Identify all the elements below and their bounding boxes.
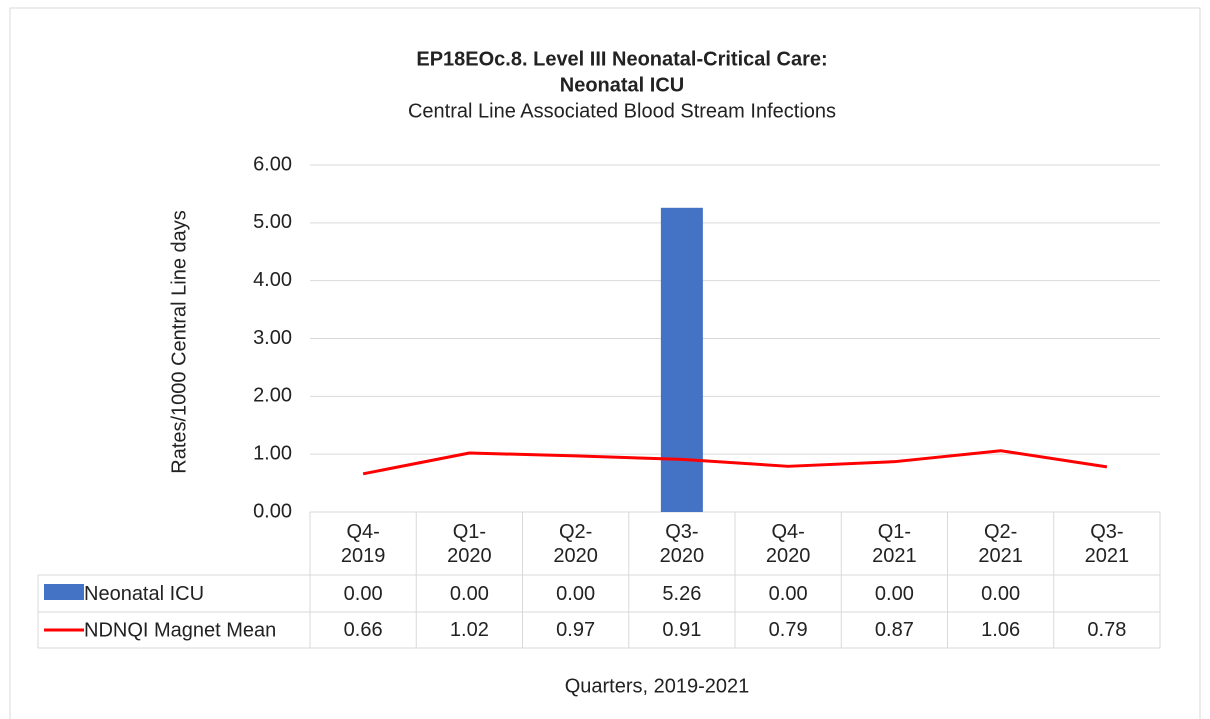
x-tick-label: Q1- 2021 <box>872 521 917 567</box>
y-tick-label: 4.00 <box>253 269 292 291</box>
x-tick-label: Q3- 2021 <box>1084 521 1130 567</box>
table-value: 0.00 <box>556 582 596 605</box>
chart-title: Neonatal ICU <box>560 74 684 96</box>
chart-subtitle: Central Line Associated Blood Stream Inf… <box>408 100 836 122</box>
x-tick-label: Q2- 2021 <box>978 521 1023 567</box>
table-value: 0.66 <box>343 619 383 641</box>
legend-label: Neonatal ICU <box>84 583 204 605</box>
table-value: 1.02 <box>449 619 489 641</box>
legend-swatch <box>44 584 84 600</box>
y-tick-label: 6.00 <box>253 153 292 175</box>
table-value: 0.79 <box>768 619 808 641</box>
chart-frame <box>9 7 1201 719</box>
table-value: 1.06 <box>981 619 1021 641</box>
table-value: 0.91 <box>662 619 702 641</box>
y-tick-label: 5.00 <box>253 211 292 233</box>
legend-label: NDNQI Magnet Mean <box>84 619 276 641</box>
x-tick-label: Q3- 2020 <box>659 521 705 567</box>
x-tick-label: Q4- 2019 <box>340 521 386 567</box>
x-tick-label: Q2- 2020 <box>553 521 598 567</box>
y-tick-label: 2.00 <box>253 385 292 407</box>
table-value: 0.78 <box>1087 619 1127 641</box>
y-axis-title: Rates/1000 Central Line days <box>168 210 190 474</box>
x-axis-title: Quarters, 2019-2021 <box>565 675 750 697</box>
y-tick-label: 3.00 <box>253 327 292 349</box>
y-tick-label: 0.00 <box>253 500 292 522</box>
line <box>362 449 1108 476</box>
table-value: 5.26 <box>662 582 702 605</box>
table-value: 0.00 <box>343 582 383 605</box>
chart-title: EP18EOc.8. Level III Neonatal-Critical C… <box>416 48 827 70</box>
table-value: 0.00 <box>768 582 808 605</box>
table-value <box>1054 575 1160 612</box>
table-value: 0.00 <box>874 582 914 605</box>
table-value: 0.00 <box>449 582 489 605</box>
table-value: 0.00 <box>981 582 1021 605</box>
bar <box>660 207 703 512</box>
y-tick-label: 1.00 <box>253 442 292 464</box>
x-tick-label: Q1- 2020 <box>447 521 492 567</box>
x-tick-label: Q4- 2020 <box>765 521 811 567</box>
table-value: 0.87 <box>874 619 914 641</box>
table-value: 0.97 <box>556 619 596 641</box>
